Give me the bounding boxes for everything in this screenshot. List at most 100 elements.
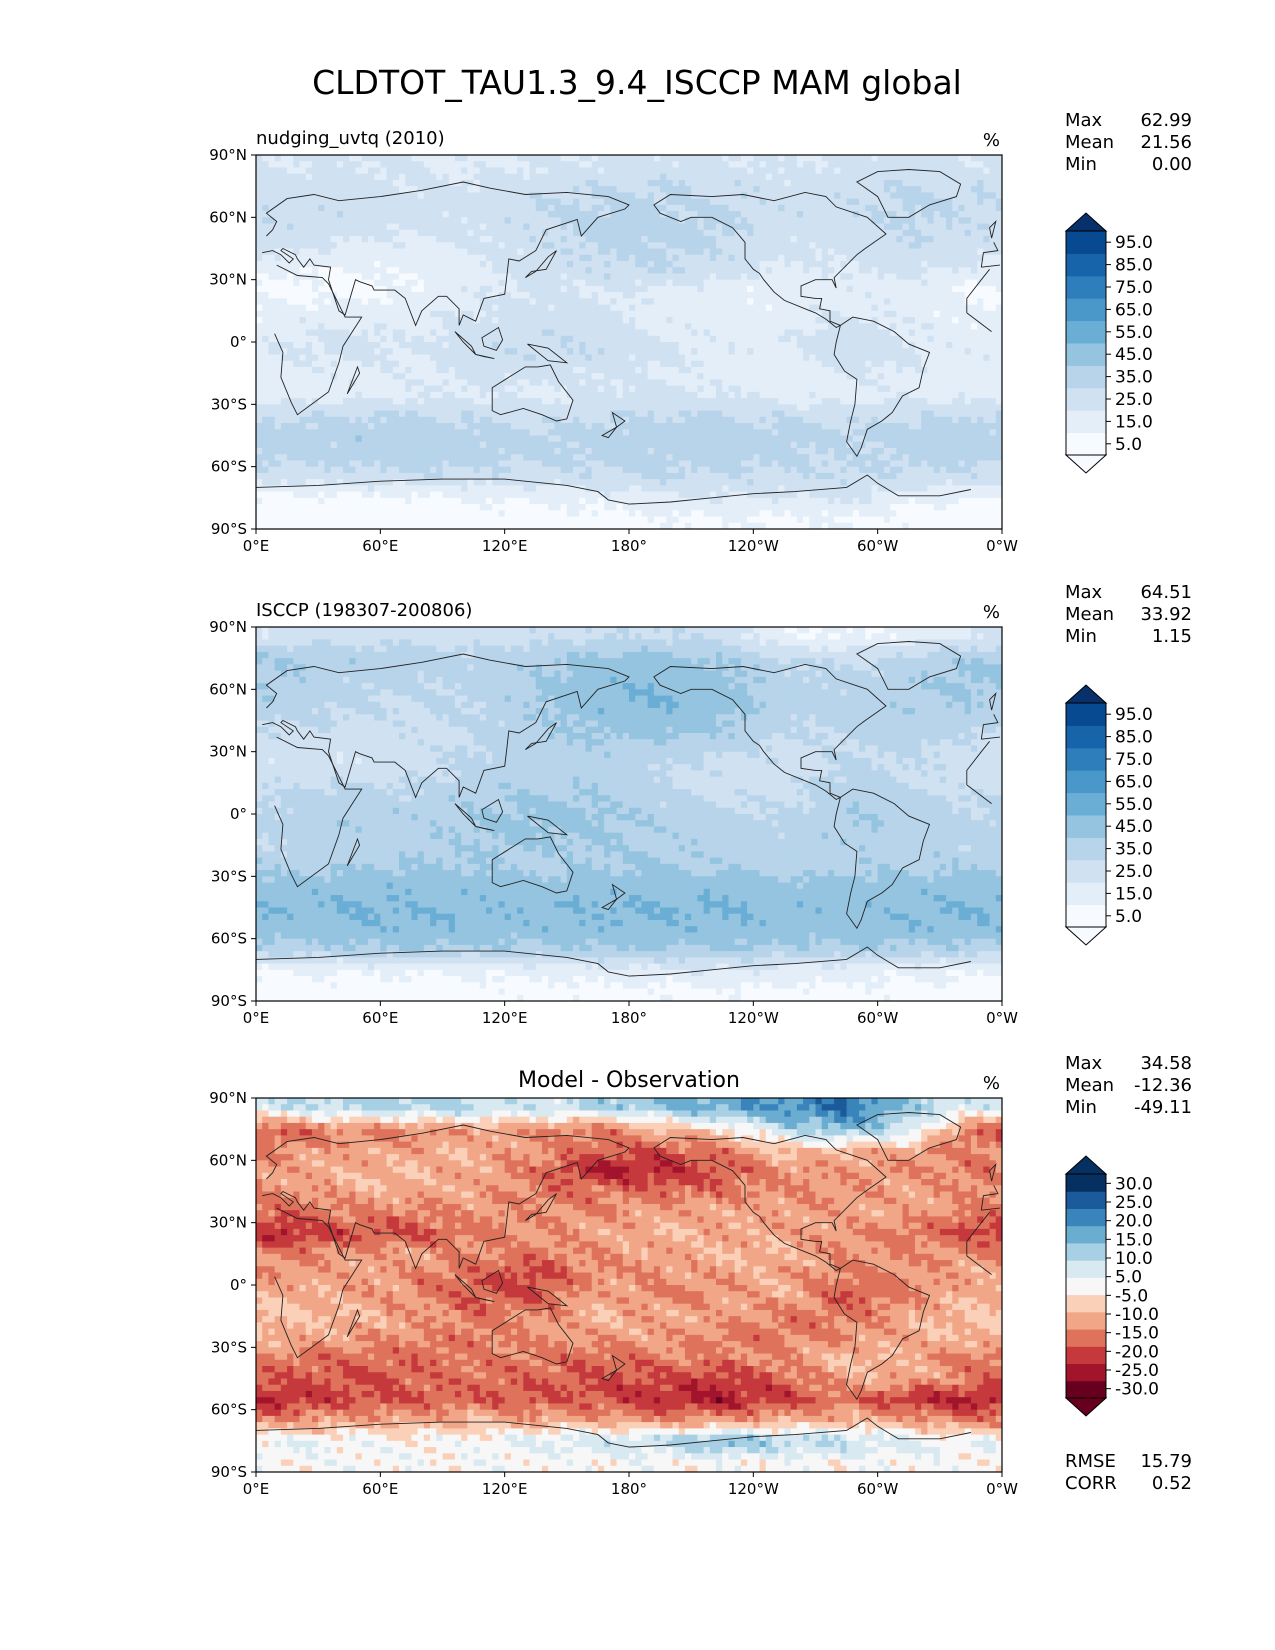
field-cell [554,348,562,355]
field-cell [989,304,997,312]
field-cell [386,161,394,168]
field-cell [287,229,294,237]
field-cell [759,310,767,318]
field-cell [442,179,450,187]
field-cell [510,198,518,206]
field-cell [840,292,847,299]
field-cell [560,298,568,305]
field-cell [846,292,854,299]
field-cell [933,317,941,324]
field-cell [262,229,269,237]
field-cell [548,354,555,362]
field-cell [287,186,294,193]
field-cell [486,248,493,256]
field-cell [604,379,611,387]
field-cell [398,179,406,187]
field-cell [541,167,549,175]
field-cell [616,354,624,362]
field-cell [629,260,636,268]
field-cell [442,161,450,168]
field-cell [722,354,729,362]
field-cell [411,391,419,399]
field-cell [299,173,307,181]
field-cell [504,373,512,380]
field-cell [983,267,990,274]
field-cell [896,354,903,362]
field-cell [448,391,456,399]
field-cell [653,211,661,218]
field-cell [902,404,910,411]
field-cell [666,335,673,343]
field-cell [268,248,276,256]
field-cell [386,342,394,349]
field-cell [473,285,481,293]
field-cell [349,342,356,349]
field-cell [430,279,437,287]
field-cell [454,223,462,231]
field-cell [697,404,704,411]
field-cell [890,236,897,243]
field-cell [921,223,928,231]
field-cell [821,198,829,206]
field-cell [274,298,282,305]
field-cell [293,260,300,268]
field-cell [653,248,661,256]
field-cell [740,260,748,268]
field-cell [815,329,823,337]
field-cell [436,186,443,193]
field-cell [548,267,555,274]
field-cell [305,366,313,374]
field-cell [728,211,736,218]
field-cell [573,391,580,399]
field-cell [380,410,387,418]
field-cell [846,204,854,212]
field-cell [635,373,642,380]
field-cell [647,317,655,324]
field-cell [591,248,599,256]
field-cell [821,385,829,393]
field-cell [784,385,792,393]
field-cell [809,198,816,206]
field-cell [436,242,443,249]
field-cell [933,186,941,193]
field-cell [914,192,922,200]
field-cell [747,292,754,299]
field-cell [293,198,300,206]
field-cell [256,248,263,256]
field-cell [467,285,474,293]
field-cell [597,198,605,206]
field-cell [492,385,499,393]
field-cell [703,236,711,243]
field-cell [510,348,518,355]
figure-title: CLDTOT_TAU1.3_9.4_ISCCP MAM global [312,63,962,102]
field-cell [374,385,381,393]
field-cell [958,360,966,368]
field-cell [492,404,499,411]
field-cell [946,354,953,362]
field-cell [790,304,798,312]
field-cell [684,379,692,387]
field-cell [367,260,375,268]
field-cell [821,354,829,362]
field-cell [486,373,493,380]
field-cell [361,285,369,293]
field-cell [554,242,562,249]
field-cell [405,223,412,231]
field-cell [660,317,667,324]
field-cell [486,279,493,287]
field-cell [859,254,866,262]
field-cell [939,192,947,200]
field-cell [871,217,879,224]
field-cell [392,223,400,231]
field-cell [473,279,481,287]
field-cell [349,323,356,330]
field-cell [461,373,468,380]
field-cell [883,391,891,399]
field-cell [722,329,729,337]
field-cell [641,236,649,243]
field-cell [946,217,953,224]
field-cell [908,348,916,355]
field-cell [591,385,599,393]
field-cell [958,391,966,399]
field-cell [678,360,686,368]
